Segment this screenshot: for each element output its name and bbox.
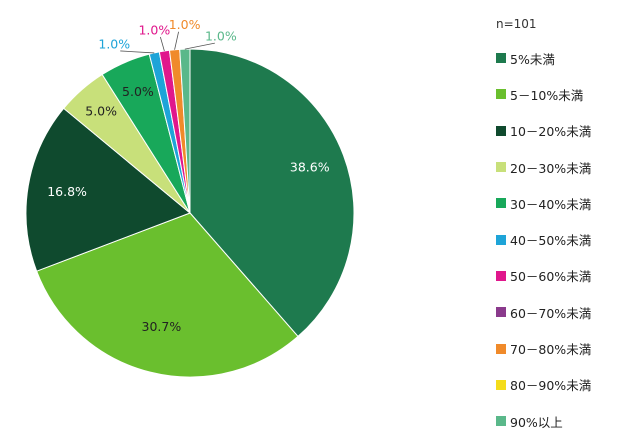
slice-value-label-3: 5.0% (85, 104, 117, 119)
legend-item-7: 60－70%未満 (496, 294, 636, 330)
legend-swatch-2 (496, 125, 506, 136)
legend-item-6: 50－60%未満 (496, 258, 636, 294)
legend-item-3: 20－30%未満 (496, 149, 636, 185)
legend-swatch-10 (496, 416, 506, 427)
sample-size-label: n=101 (496, 17, 537, 31)
leader-line-10 (184, 42, 215, 50)
legend-label-5: 40－50%未満 (510, 233, 592, 249)
leader-line-6 (159, 36, 165, 52)
legend-swatch-9 (496, 379, 506, 390)
legend-swatch-6 (496, 270, 506, 281)
slice-value-label-8: 1.0% (169, 17, 201, 32)
slice-0 (189, 48, 355, 338)
legend-label-4: 30－40%未満 (510, 196, 592, 212)
legend-item-5: 40－50%未満 (496, 221, 636, 257)
slice-value-label-1: 30.7% (142, 319, 182, 334)
legend-swatch-1 (496, 89, 506, 100)
legend-swatch-4 (496, 198, 506, 209)
slice-value-label-5: 1.0% (98, 36, 130, 51)
slice-value-label-10: 1.0% (205, 29, 237, 44)
slice-1 (36, 212, 299, 378)
legend-item-9: 80－90%未満 (496, 367, 636, 403)
legend-item-8: 70－80%未満 (496, 330, 636, 366)
legend-swatch-5 (496, 234, 506, 245)
legend-swatch-8 (496, 343, 506, 354)
leader-line-5 (120, 50, 155, 54)
legend-swatch-7 (496, 307, 506, 318)
leader-line-8 (174, 31, 179, 50)
legend-swatch-3 (496, 162, 506, 173)
legend-item-1: 5－10%未満 (496, 76, 636, 112)
legend-label-10: 90%以上 (510, 414, 563, 430)
legend-label-3: 20－30%未満 (510, 160, 592, 176)
legend-label-6: 50－60%未満 (510, 269, 592, 285)
slice-value-label-0: 38.6% (290, 160, 330, 175)
legend-label-0: 5%未満 (510, 51, 555, 67)
legend-label-7: 60－70%未満 (510, 305, 592, 321)
legend-label-8: 70－80%未満 (510, 342, 592, 358)
legend-item-0: 5%未満 (496, 40, 636, 76)
pie-chart: 38.6%30.7%16.8%5.0%5.0%1.0%1.0%1.0%1.0% (25, 17, 355, 378)
legend-swatch-0 (496, 53, 506, 64)
legend-item-4: 30－40%未満 (496, 185, 636, 221)
slice-value-label-2: 16.8% (47, 184, 87, 199)
legend-label-9: 80－90%未満 (510, 378, 592, 394)
slice-2 (25, 107, 191, 272)
legend-label-1: 5－10%未満 (510, 87, 584, 103)
chart-legend: n=101 5%未満 5－10%未満 10－20%未満 20－30%未満 30－40%未… (496, 14, 636, 439)
slice-value-label-6: 1.0% (138, 23, 170, 38)
legend-label-2: 10－20%未満 (510, 124, 592, 140)
legend-item-10: 90%以上 (496, 403, 636, 439)
legend-items: 5%未満 5－10%未満 10－20%未満 20－30%未満 30－40%未満 40－50… (496, 40, 636, 439)
slice-value-label-4: 5.0% (122, 84, 154, 99)
legend-item-2: 10－20%未満 (496, 113, 636, 149)
